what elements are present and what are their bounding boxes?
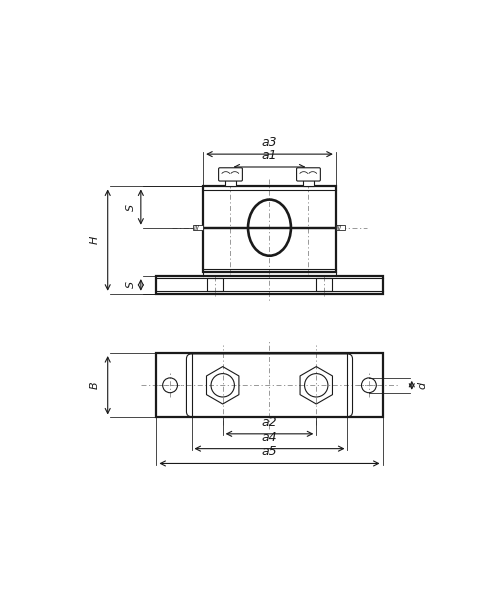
Bar	[303, 180, 314, 186]
FancyBboxPatch shape	[297, 168, 320, 181]
Text: S: S	[126, 281, 136, 288]
Bar	[156, 353, 383, 417]
Text: H: H	[90, 236, 100, 244]
Text: a5: a5	[262, 445, 277, 458]
Text: S: S	[126, 204, 136, 211]
FancyBboxPatch shape	[219, 168, 242, 181]
Text: a1: a1	[262, 149, 277, 162]
Bar	[316, 278, 332, 291]
Bar	[336, 225, 346, 230]
Text: a3: a3	[262, 136, 277, 149]
Bar	[207, 278, 223, 291]
Text: d: d	[417, 381, 428, 389]
Bar	[225, 180, 236, 186]
Bar	[203, 227, 336, 272]
Bar	[156, 276, 383, 294]
Text: a4: a4	[262, 430, 277, 444]
Bar	[194, 225, 203, 230]
Text: B: B	[90, 381, 100, 389]
Text: a2: a2	[262, 416, 277, 429]
Bar	[203, 186, 336, 227]
